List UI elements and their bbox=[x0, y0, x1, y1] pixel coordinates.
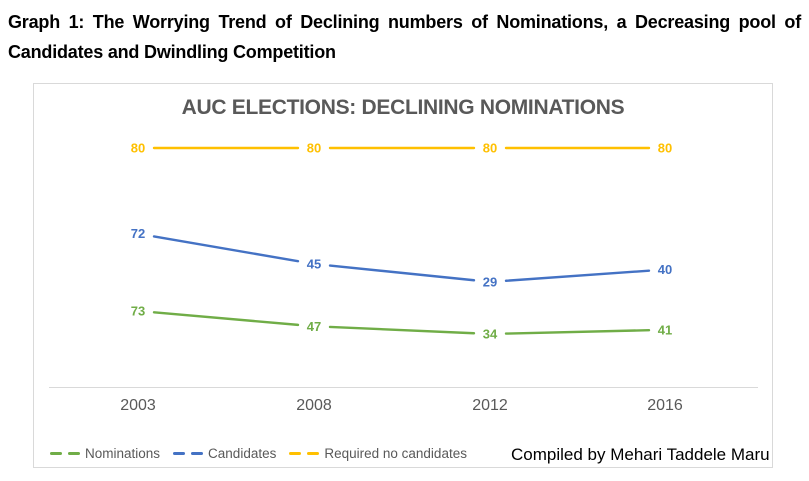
series-segment-nominations bbox=[504, 328, 651, 335]
legend-dash-marker bbox=[50, 451, 80, 455]
legend-item-candidates: Candidates bbox=[173, 446, 276, 461]
chart-title: AUC ELECTIONS: DECLINING NOMINATIONS bbox=[181, 96, 625, 119]
data-label-nominations: 73 bbox=[131, 303, 145, 318]
data-label-required-no-candidates: 80 bbox=[483, 141, 497, 156]
legend: Nominations Candidates Required no candida… bbox=[50, 442, 467, 464]
legend-label: Candidates bbox=[208, 445, 277, 461]
data-label-required-no-candidates: 80 bbox=[131, 141, 145, 156]
credit-text: Compiled by Mehari Taddele Maru bbox=[511, 445, 771, 465]
data-label-nominations: 34 bbox=[483, 326, 498, 341]
figure-caption-line1: Graph 1: The Worrying Trend of Declining… bbox=[8, 12, 801, 32]
legend-label: Nominations bbox=[85, 445, 161, 461]
data-label-required-no-candidates: 80 bbox=[658, 141, 672, 156]
data-label-candidates: 45 bbox=[307, 256, 321, 271]
x-axis-label: 2008 bbox=[296, 397, 332, 414]
data-label-candidates: 72 bbox=[131, 226, 145, 241]
series-segment-candidates bbox=[328, 264, 476, 282]
legend-item-nominations: Nominations bbox=[50, 446, 160, 461]
chart: AUC ELECTIONS: DECLINING NOMINATIONS 73 4… bbox=[33, 83, 773, 468]
figure-caption: Graph 1: The Worrying Trend of Declining… bbox=[8, 7, 801, 67]
legend-label: Required no candidates bbox=[324, 445, 467, 461]
x-axis-label: 2003 bbox=[120, 397, 156, 414]
x-axis-label: 2012 bbox=[472, 397, 508, 414]
data-label-candidates: 40 bbox=[658, 262, 672, 277]
series-segment-candidates bbox=[152, 235, 300, 263]
legend-dash-marker bbox=[289, 451, 320, 455]
data-label-candidates: 29 bbox=[483, 274, 497, 289]
legend-dash-marker bbox=[173, 451, 204, 455]
legend-item-required-no-candidates: Required no candidates bbox=[289, 446, 467, 461]
x-axis-labels: 2003 2008 2012 2016 bbox=[34, 397, 772, 417]
series-segment-nominations bbox=[152, 311, 300, 327]
series-segment-nominations bbox=[328, 325, 476, 335]
x-axis-line bbox=[49, 387, 758, 388]
series-segment-candidates bbox=[504, 269, 651, 282]
plot-area: 73 47 34 41 72 45 29 40 80 80 80 80 bbox=[131, 141, 672, 342]
figure-caption-line2: Candidates and Dwindling Competition bbox=[8, 42, 336, 62]
data-label-required-no-candidates: 80 bbox=[307, 141, 321, 156]
data-label-nominations: 41 bbox=[658, 322, 672, 337]
x-axis-label: 2016 bbox=[647, 397, 683, 414]
data-label-nominations: 47 bbox=[307, 319, 321, 334]
